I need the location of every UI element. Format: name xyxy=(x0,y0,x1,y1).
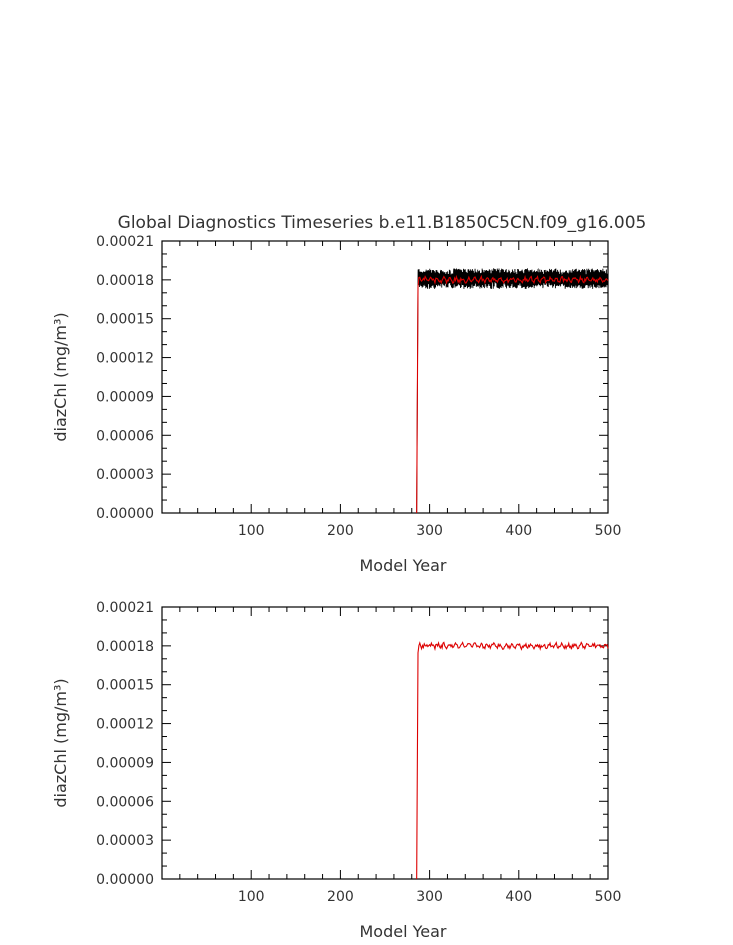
plot-frame xyxy=(161,606,609,880)
monthly-series-line xyxy=(416,267,609,514)
chart-title: Global Diagnostics Timeseries b.e11.B185… xyxy=(118,213,647,233)
y-tick-label: 0.00006 xyxy=(96,794,154,810)
x-axis-label: Model Year xyxy=(360,556,447,575)
x-tick-label: 500 xyxy=(595,889,622,905)
top-chart: 100 200 300 400 500 0.00000 0.00003 0.00006 0.00… xyxy=(51,234,621,575)
annual-series-line xyxy=(416,640,609,880)
x-tick-label: 400 xyxy=(505,889,532,905)
y-tick-label: 0.00003 xyxy=(96,833,154,849)
y-tick-label: 0.00009 xyxy=(96,755,154,771)
bottom-chart: 100 200 300 400 500 0.00000 0.00003 0.00006 0.00… xyxy=(51,600,621,941)
x-tick-label: 200 xyxy=(327,523,354,539)
y-axis-label: diazChl (mg/m³) xyxy=(51,312,70,441)
y-tick-label: 0.00021 xyxy=(96,600,154,616)
y-tick-label: 0.00003 xyxy=(96,467,154,483)
y-axis-label: diazChl (mg/m³) xyxy=(51,678,70,807)
x-tick-label: 200 xyxy=(327,889,354,905)
y-tick-label: 0.00012 xyxy=(96,351,154,367)
x-tick-label: 100 xyxy=(238,889,265,905)
x-axis-label: Model Year xyxy=(360,922,447,941)
y-tick-label: 0.00015 xyxy=(96,678,154,694)
y-tick-label: 0.00018 xyxy=(96,273,154,289)
x-tick-label: 400 xyxy=(505,523,532,539)
y-tick-label: 0.00018 xyxy=(96,639,154,655)
y-tick-label: 0.00012 xyxy=(96,717,154,733)
x-tick-label: 100 xyxy=(238,523,265,539)
x-tick-label: 500 xyxy=(595,523,622,539)
y-tick-label: 0.00000 xyxy=(96,506,154,522)
x-tick-label: 300 xyxy=(416,889,443,905)
x-tick-label: 300 xyxy=(416,523,443,539)
y-tick-label: 0.00000 xyxy=(96,872,154,888)
plot-frame xyxy=(161,240,609,514)
y-tick-label: 0.00021 xyxy=(96,234,154,250)
y-tick-label: 0.00006 xyxy=(96,428,154,444)
y-tick-label: 0.00009 xyxy=(96,389,154,405)
y-tick-label: 0.00015 xyxy=(96,312,154,328)
annual-series-line xyxy=(416,274,609,514)
